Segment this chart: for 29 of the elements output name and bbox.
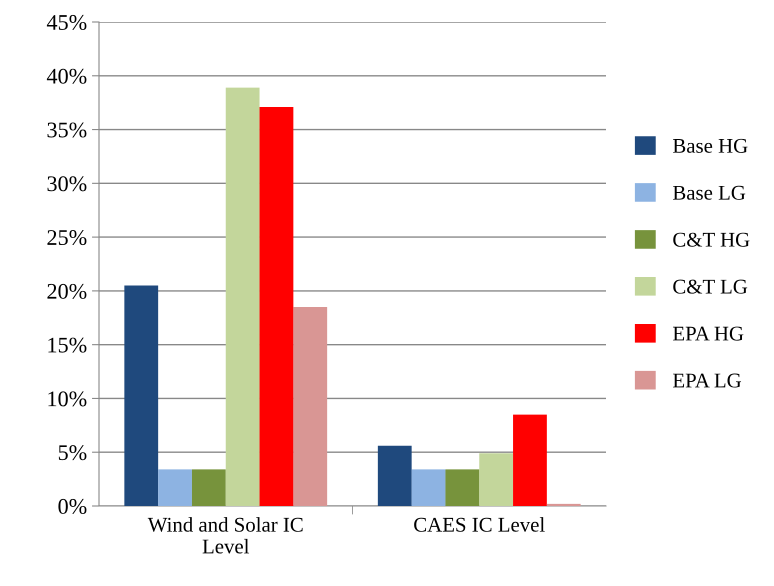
legend-label: Base LG: [672, 186, 746, 200]
bar: [479, 453, 514, 506]
bar: [412, 469, 446, 506]
bar: [513, 414, 547, 506]
y-tick-label: 10%: [48, 391, 86, 406]
bar: [192, 469, 226, 506]
y-tick-label: 40%: [46, 68, 86, 84]
y-tick-label: 0%: [58, 498, 86, 514]
legend-label: C&T LG: [673, 280, 748, 294]
bar: [445, 469, 480, 506]
y-tick-label: 35%: [48, 122, 86, 138]
legend-label: EPA LG: [672, 374, 742, 388]
y-tick-label: 25%: [47, 230, 86, 246]
bar: [158, 469, 192, 506]
x-tick-label: CAES IC Level: [414, 517, 545, 532]
y-tick-label: 45%: [46, 14, 86, 30]
y-tick-label: 5%: [58, 445, 86, 460]
bar: [124, 286, 158, 506]
bar: [260, 106, 294, 506]
y-tick-label: 30%: [48, 176, 86, 192]
y-tick-label: 20%: [47, 284, 86, 299]
bar: [226, 88, 260, 506]
bar: [293, 307, 328, 506]
legend-label: Base HG: [672, 138, 748, 153]
y-tick-label: 15%: [48, 338, 86, 353]
legend-label: C&T HG: [673, 232, 750, 247]
x-tick-label: Wind and Solar IC Level: [148, 517, 303, 554]
legend-label: EPA HG: [672, 326, 744, 341]
bar: [378, 446, 412, 506]
